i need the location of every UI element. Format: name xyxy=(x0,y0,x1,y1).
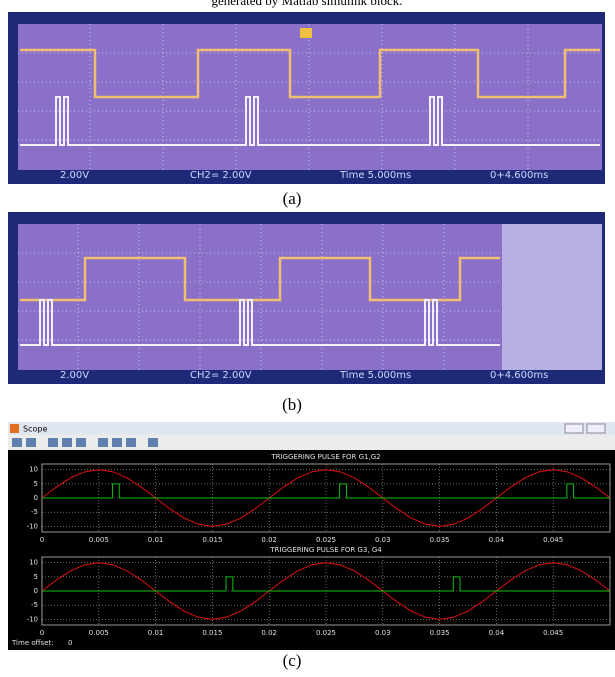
zoom-y-button[interactable] xyxy=(76,438,86,447)
zoom-x-button[interactable] xyxy=(62,438,72,447)
screen-grid xyxy=(18,224,502,370)
x-tick-label: 0.01 xyxy=(148,536,164,544)
x-tick-label: 0.03 xyxy=(375,629,391,637)
x-tick-label: 0.045 xyxy=(543,629,563,637)
app-icon xyxy=(10,424,19,433)
x-tick-label: 0 xyxy=(40,629,44,637)
square-wave xyxy=(20,48,600,99)
x-tick-label: 0.02 xyxy=(261,536,277,544)
square-wave xyxy=(20,256,500,302)
params-button[interactable] xyxy=(26,438,36,447)
plot-title: TRIGGERING PULSE FOR G3, G4 xyxy=(269,546,382,554)
panel-label: (b) xyxy=(282,395,302,414)
x-tick-label: 0.035 xyxy=(430,629,450,637)
save-axes-button[interactable] xyxy=(112,438,122,447)
y-tick-label: 5 xyxy=(34,573,38,581)
window-title: Scope xyxy=(23,425,47,434)
x-tick-label: 0.045 xyxy=(543,536,563,544)
toolbar xyxy=(8,435,615,450)
y-tick-label: 5 xyxy=(34,480,38,488)
toolbar-icons xyxy=(12,438,158,447)
readout: 0+4.600ms xyxy=(490,370,548,381)
readout: Time 5.000ms xyxy=(339,370,411,381)
x-tick-label: 0.005 xyxy=(89,629,109,637)
top-caption: generated by Matlab simulink block. xyxy=(212,0,403,8)
y-tick-label: -5 xyxy=(31,508,38,516)
x-tick-label: 0.02 xyxy=(261,629,277,637)
x-tick-label: 0.03 xyxy=(375,536,391,544)
y-tick-label: 0 xyxy=(34,587,38,595)
pulse-wave xyxy=(20,299,500,346)
pulse-trace xyxy=(42,576,610,592)
floating-button[interactable] xyxy=(148,438,158,447)
x-tick-label: 0.025 xyxy=(316,629,336,637)
readout: 2.00V xyxy=(60,170,89,181)
oscilloscope-photo-b: 2.00V CH2= 2.00V Time 5.000ms 0+4.600ms xyxy=(8,212,605,384)
readout: Time 5.000ms xyxy=(339,170,411,181)
y-tick-label: 10 xyxy=(29,559,38,567)
title-bar xyxy=(8,422,615,435)
y-tick-label: 0 xyxy=(34,494,38,502)
pulse-wave xyxy=(20,96,600,146)
y-tick-label: -10 xyxy=(27,615,38,623)
minimize-button[interactable] xyxy=(564,423,584,434)
autoscale-button[interactable] xyxy=(98,438,108,447)
x-tick-label: 0 xyxy=(40,536,44,544)
readout: 2.00V xyxy=(60,370,89,381)
time-offset-label: Time offset: xyxy=(11,639,54,647)
zoom-button[interactable] xyxy=(48,438,58,447)
window-body xyxy=(8,422,615,650)
x-tick-label: 0.025 xyxy=(316,536,336,544)
y-tick-label: -5 xyxy=(31,601,38,609)
side-menu xyxy=(502,224,602,370)
panel-label: (c) xyxy=(283,651,302,670)
readout: 0+4.600ms xyxy=(490,170,548,181)
x-tick-label: 0.01 xyxy=(148,629,164,637)
panel-label: (a) xyxy=(283,189,302,208)
y-tick-label: -10 xyxy=(27,522,38,530)
maximize-button[interactable] xyxy=(586,423,606,434)
pulse-trace xyxy=(42,483,610,499)
y-tick-label: 10 xyxy=(29,466,38,474)
sine-trace xyxy=(41,562,611,620)
sine-trace xyxy=(41,469,611,527)
x-tick-label: 0.04 xyxy=(489,536,505,544)
readout: CH2= 2.00V xyxy=(190,370,252,381)
trigger-marker xyxy=(300,28,312,38)
scope-window: Scope Time offset: 0 xyxy=(8,422,615,650)
print-button[interactable] xyxy=(12,438,22,447)
x-tick-label: 0.015 xyxy=(202,629,222,637)
oscilloscope-photo-a: 2.00V CH2= 2.00V Time 5.000ms 0+4.600ms xyxy=(8,12,605,184)
x-tick-label: 0.005 xyxy=(89,536,109,544)
x-tick-label: 0.015 xyxy=(202,536,222,544)
plot-title: TRIGGERING PULSE FOR G1,G2 xyxy=(270,453,380,461)
readout: CH2= 2.00V xyxy=(190,170,252,181)
time-offset-value: 0 xyxy=(68,639,72,647)
x-tick-label: 0.04 xyxy=(489,629,505,637)
restore-axes-button[interactable] xyxy=(126,438,136,447)
x-tick-label: 0.035 xyxy=(430,536,450,544)
screen xyxy=(18,224,502,370)
